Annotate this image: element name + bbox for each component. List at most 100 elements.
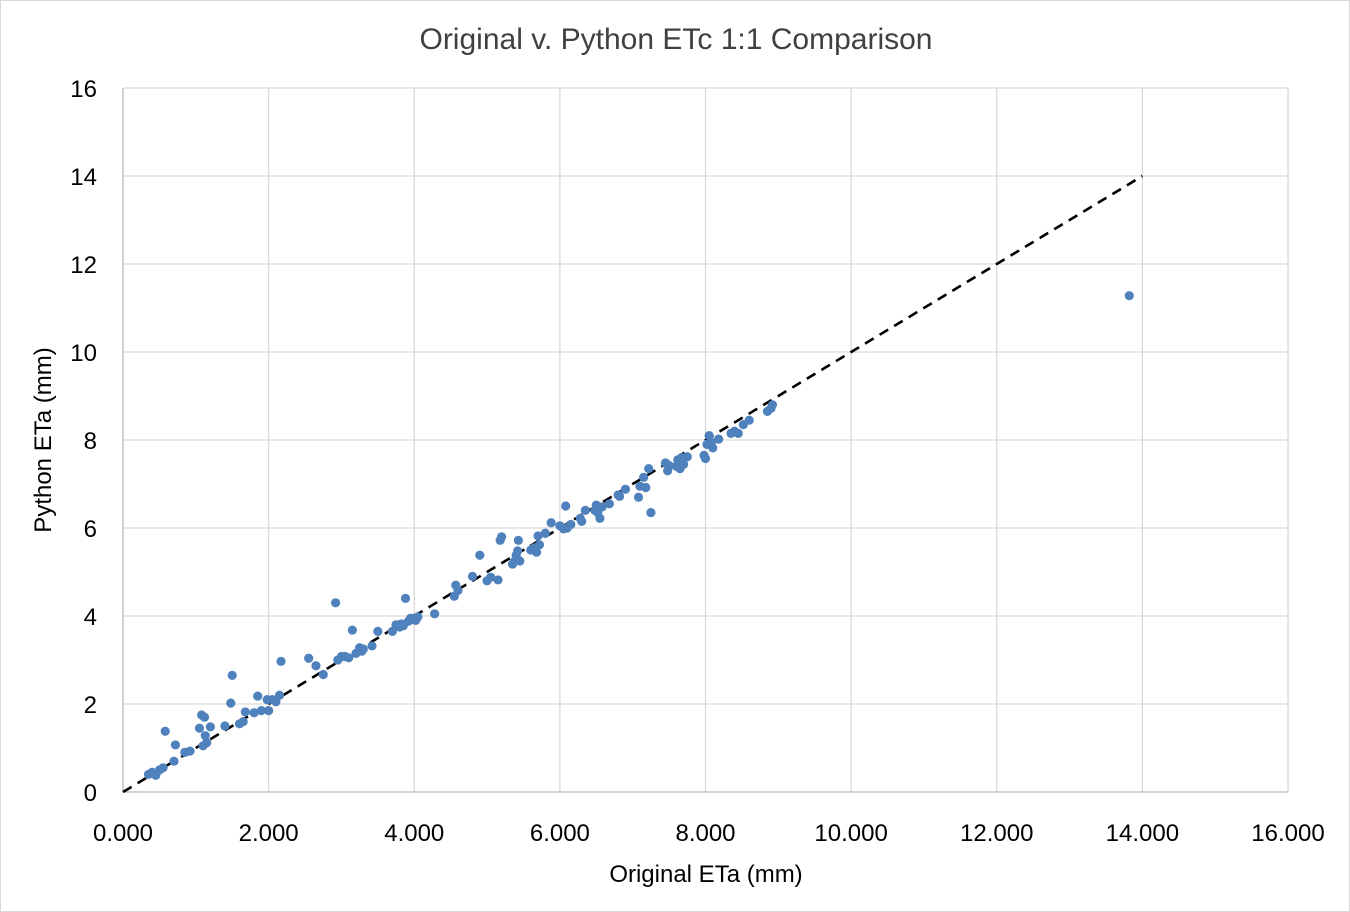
data-point (580, 505, 590, 515)
data-point (700, 453, 711, 464)
data-point (493, 575, 503, 585)
reference-line-layer (122, 174, 1144, 794)
data-point (595, 513, 605, 523)
data-point (158, 763, 168, 773)
data-point (664, 460, 674, 471)
data-point (413, 612, 423, 622)
data-point (566, 519, 576, 530)
data-point (202, 738, 212, 748)
data-point (238, 717, 248, 727)
data-point (641, 482, 651, 493)
data-point (744, 415, 754, 425)
data-point (367, 641, 377, 651)
y-tick-label: 16 (70, 76, 97, 103)
data-point (561, 501, 571, 511)
data-point (708, 443, 718, 453)
one-to-one-line (122, 174, 1144, 794)
data-point (160, 726, 170, 736)
data-point (620, 484, 631, 494)
y-tick-label: 10 (70, 340, 97, 367)
data-point (644, 464, 654, 474)
data-point (276, 656, 286, 666)
data-point (240, 707, 250, 717)
data-point (344, 653, 354, 663)
data-point (497, 532, 507, 542)
y-tick-label: 4 (84, 604, 97, 631)
data-point (373, 626, 383, 637)
data-point (682, 452, 692, 462)
x-tick-label: 12.000 (960, 820, 1033, 847)
data-point (194, 723, 205, 733)
data-point (646, 508, 656, 518)
data-point (170, 740, 181, 750)
data-point (577, 516, 587, 527)
data-point (253, 691, 263, 701)
y-tick-label: 6 (84, 516, 97, 543)
data-point (534, 540, 545, 550)
data-point (227, 670, 237, 681)
data-point (453, 585, 463, 596)
x-axis-title: Original ETa (mm) (609, 861, 802, 888)
data-point (639, 472, 649, 482)
data-point (515, 556, 525, 566)
data-point (733, 428, 743, 438)
data-point (513, 546, 523, 556)
data-point (358, 644, 368, 654)
data-point (318, 669, 328, 680)
data-point (311, 661, 321, 671)
data-point (513, 535, 523, 545)
data-point (304, 653, 314, 663)
x-tick-label: 6.000 (530, 820, 590, 847)
y-tick-label: 14 (70, 164, 97, 191)
x-tick-labels: 0.000 2.000 4.000 6.000 8.000 10.000 12.000 14.… (93, 820, 1325, 847)
data-point (400, 593, 411, 604)
x-tick-label: 0.000 (93, 820, 153, 847)
data-point (767, 400, 778, 410)
data-point (531, 547, 542, 557)
data-point (633, 492, 644, 502)
y-tick-label: 2 (84, 692, 97, 719)
data-point (220, 721, 230, 731)
y-tick-label: 8 (84, 428, 97, 455)
data-point (264, 706, 274, 716)
data-point (274, 690, 285, 700)
data-point (475, 550, 485, 560)
data-point (714, 434, 724, 444)
data-point (249, 708, 259, 718)
data-point (614, 491, 625, 501)
data-point (1124, 291, 1134, 301)
data-point (331, 598, 341, 608)
data-points (143, 291, 1134, 780)
y-axis-title: Python ETa (mm) (30, 347, 57, 532)
x-tick-label: 4.000 (384, 820, 444, 847)
data-point (347, 625, 357, 635)
data-point (540, 528, 550, 538)
data-point (226, 698, 236, 708)
data-point (467, 571, 478, 582)
y-tick-label: 12 (70, 252, 97, 279)
x-tick-label: 2.000 (239, 820, 299, 847)
data-point (679, 459, 689, 469)
data-point (199, 712, 210, 722)
x-tick-label: 8.000 (675, 820, 735, 847)
data-point (546, 518, 556, 528)
data-point (256, 706, 266, 716)
data-point (604, 499, 614, 509)
data-point (430, 609, 440, 619)
x-tick-label: 16.000 (1251, 820, 1324, 847)
chart-title: Original v. Python ETc 1:1 Comparison (419, 23, 932, 56)
data-point (597, 502, 607, 512)
data-point (486, 572, 496, 582)
x-tick-label: 14.000 (1106, 820, 1179, 847)
x-tick-label: 10.000 (814, 820, 887, 847)
y-tick-labels: 0 2 4 6 8 10 12 14 16 (70, 76, 97, 807)
data-point (185, 746, 195, 756)
axis-layer (122, 88, 1288, 793)
y-tick-label: 0 (84, 780, 97, 807)
data-point (169, 756, 179, 766)
data-point (205, 722, 215, 732)
data-point (533, 531, 543, 541)
data-point (200, 731, 210, 741)
